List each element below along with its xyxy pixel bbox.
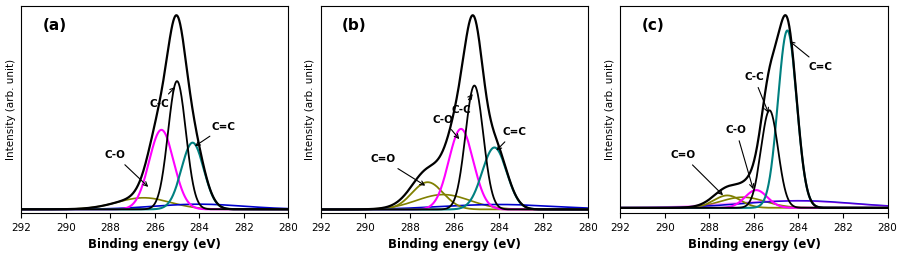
Text: C=C: C=C <box>789 42 832 71</box>
Y-axis label: Intensity (arb. unit): Intensity (arb. unit) <box>604 59 614 160</box>
X-axis label: Binding energy (eV): Binding energy (eV) <box>88 238 221 251</box>
X-axis label: Binding energy (eV): Binding energy (eV) <box>686 238 820 251</box>
Text: C=C: C=C <box>196 122 235 145</box>
Text: C-C: C-C <box>149 88 174 109</box>
Text: C=O: C=O <box>669 150 722 194</box>
Y-axis label: Intensity (arb. unit): Intensity (arb. unit) <box>305 59 315 160</box>
Text: C-C: C-C <box>743 72 768 112</box>
X-axis label: Binding energy (eV): Binding energy (eV) <box>388 238 520 251</box>
Text: (b): (b) <box>342 19 366 33</box>
Text: C-O: C-O <box>104 150 147 186</box>
Y-axis label: Intensity (arb. unit): Intensity (arb. unit) <box>5 59 15 160</box>
Text: (a): (a) <box>42 19 67 33</box>
Text: C-O: C-O <box>725 125 753 188</box>
Text: C-C: C-C <box>451 95 472 115</box>
Text: C-O: C-O <box>432 115 458 138</box>
Text: C=C: C=C <box>497 127 526 150</box>
Text: (c): (c) <box>641 19 664 33</box>
Text: C=O: C=O <box>370 154 424 185</box>
